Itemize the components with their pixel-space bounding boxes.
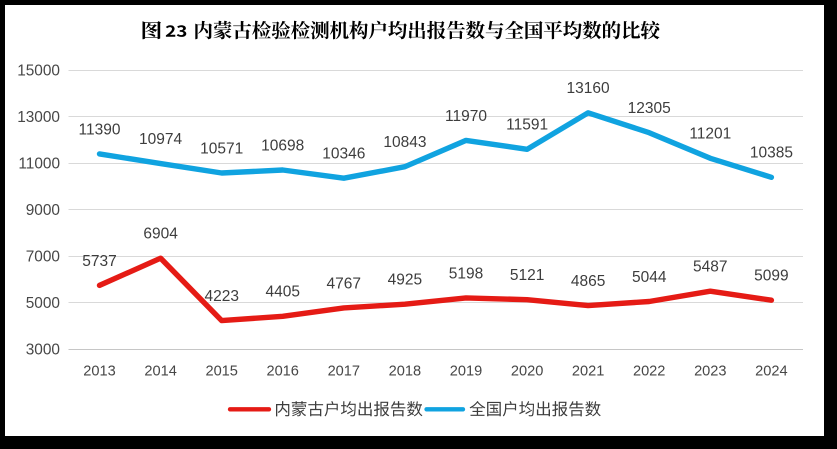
svg-text:2023: 2023 <box>694 364 726 380</box>
svg-text:11390: 11390 <box>79 121 121 138</box>
svg-text:2014: 2014 <box>144 364 176 380</box>
svg-text:10843: 10843 <box>383 134 426 151</box>
svg-text:4865: 4865 <box>571 273 605 290</box>
svg-text:2024: 2024 <box>755 364 787 380</box>
svg-text:2019: 2019 <box>450 364 482 380</box>
svg-text:2016: 2016 <box>266 364 298 380</box>
svg-text:13000: 13000 <box>17 109 60 126</box>
svg-text:2015: 2015 <box>205 364 237 380</box>
svg-text:9000: 9000 <box>26 202 60 219</box>
svg-text:6904: 6904 <box>143 226 178 243</box>
svg-text:10385: 10385 <box>750 145 793 162</box>
svg-text:5198: 5198 <box>449 265 483 282</box>
svg-text:4767: 4767 <box>327 275 361 292</box>
svg-text:11000: 11000 <box>18 155 60 172</box>
svg-text:5099: 5099 <box>754 268 788 285</box>
svg-text:5737: 5737 <box>82 253 116 270</box>
svg-text:12305: 12305 <box>628 100 671 117</box>
svg-text:4223: 4223 <box>204 288 238 305</box>
svg-text:5044: 5044 <box>632 269 667 286</box>
svg-text:2017: 2017 <box>328 364 360 380</box>
svg-text:3000: 3000 <box>26 341 60 358</box>
svg-text:15000: 15000 <box>17 62 60 79</box>
svg-text:10698: 10698 <box>261 137 304 154</box>
svg-text:5487: 5487 <box>693 259 727 276</box>
svg-text:11591: 11591 <box>506 117 548 134</box>
svg-text:7000: 7000 <box>26 248 60 265</box>
svg-text:11970: 11970 <box>445 108 487 125</box>
svg-text:5121: 5121 <box>510 267 544 284</box>
svg-text:4405: 4405 <box>265 284 299 301</box>
svg-text:10571: 10571 <box>200 140 243 157</box>
svg-text:4925: 4925 <box>388 272 422 289</box>
svg-text:2020: 2020 <box>511 364 543 380</box>
svg-text:2018: 2018 <box>389 364 421 380</box>
svg-text:13160: 13160 <box>567 80 610 97</box>
svg-text:10346: 10346 <box>322 146 365 163</box>
svg-text:2021: 2021 <box>572 364 604 380</box>
svg-text:2013: 2013 <box>83 364 115 380</box>
svg-text:5000: 5000 <box>26 295 60 312</box>
svg-text:10974: 10974 <box>139 131 182 148</box>
svg-text:2022: 2022 <box>633 364 665 380</box>
svg-text:11201: 11201 <box>689 126 731 143</box>
